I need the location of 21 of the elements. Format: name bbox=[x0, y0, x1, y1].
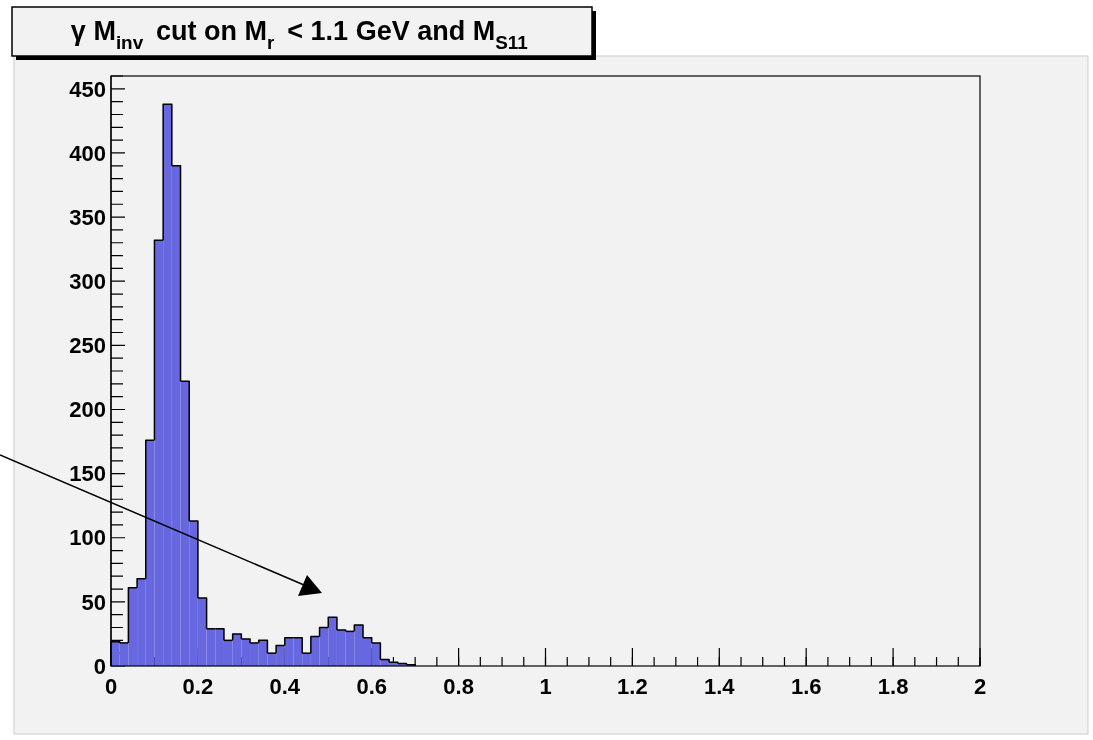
x-tick-label: 1 bbox=[539, 674, 552, 699]
x-tick-label: 1.4 bbox=[704, 674, 736, 699]
x-tick-label: 1.2 bbox=[617, 674, 648, 699]
y-tick-label: 150 bbox=[69, 461, 106, 487]
x-tick-label: 1.6 bbox=[790, 674, 822, 699]
y-tick-label: 250 bbox=[69, 333, 106, 359]
y-tick-label: 350 bbox=[69, 204, 106, 230]
x-tick-label: 1.8 bbox=[877, 674, 909, 699]
y-tick-label: 400 bbox=[69, 140, 106, 166]
x-tick-label: 2 bbox=[973, 674, 987, 699]
y-tick-label: 0 bbox=[93, 653, 106, 679]
x-tick-label: 0.8 bbox=[443, 674, 474, 699]
x-tick-label: 0.4 bbox=[269, 674, 301, 699]
y-tick-label: 100 bbox=[69, 525, 106, 551]
y-tick-label: 300 bbox=[69, 268, 106, 294]
y-tick-label: 450 bbox=[69, 76, 106, 102]
y-tick-label: 200 bbox=[69, 397, 106, 423]
y-tick-label: 50 bbox=[81, 589, 106, 615]
x-tick-label: 0.6 bbox=[356, 674, 387, 699]
chart-title: γ M$_{inv}$ cut on M$_{r}$ < 1.1 GeV and M$_{S11}$ bbox=[70, 16, 528, 53]
x-tick-label: 0.2 bbox=[182, 674, 214, 699]
